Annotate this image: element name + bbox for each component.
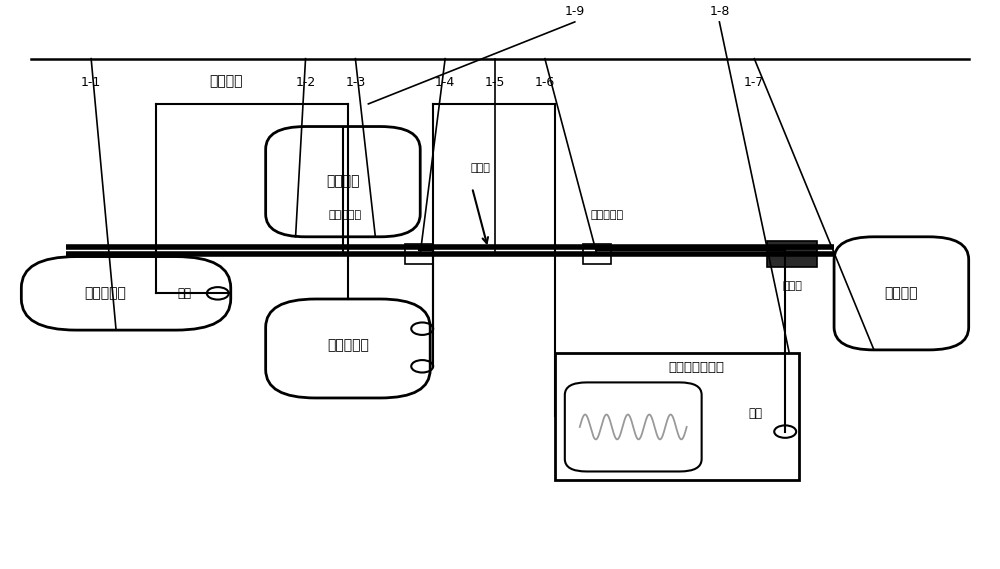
Text: 压电陶瓷片: 压电陶瓷片 [329, 210, 362, 220]
FancyBboxPatch shape [834, 237, 969, 350]
Text: 1-9: 1-9 [565, 5, 585, 18]
FancyBboxPatch shape [266, 126, 420, 237]
Text: 1-8: 1-8 [709, 5, 730, 18]
Text: 功率放大器: 功率放大器 [327, 339, 369, 353]
Bar [405, 244, 433, 264]
FancyBboxPatch shape [266, 299, 430, 398]
Bar [555, 353, 799, 480]
Text: 超声信号: 超声信号 [209, 75, 243, 88]
Text: 微裂纹: 微裂纹 [470, 163, 490, 174]
Text: 1-1: 1-1 [81, 76, 101, 89]
Text: 1-6: 1-6 [535, 76, 555, 89]
Text: 信号发生器: 信号发生器 [84, 286, 126, 300]
Text: 压电陶瓷片: 压电陶瓷片 [590, 210, 623, 220]
Text: 1-4: 1-4 [435, 76, 455, 89]
Text: 信号记录分析仪: 信号记录分析仪 [669, 361, 725, 374]
Text: 永磁铁: 永磁铁 [782, 281, 802, 291]
Text: 1-3: 1-3 [345, 76, 366, 89]
FancyBboxPatch shape [21, 257, 231, 330]
Bar [767, 241, 817, 267]
Text: 1-7: 1-7 [744, 76, 764, 89]
Text: 通道: 通道 [178, 287, 192, 300]
Text: 低频振源: 低频振源 [326, 175, 360, 189]
Text: 1-5: 1-5 [485, 76, 505, 89]
Text: 通道: 通道 [748, 407, 762, 420]
Text: 磁铁系统: 磁铁系统 [885, 286, 918, 300]
Bar [583, 244, 611, 264]
FancyBboxPatch shape [565, 382, 702, 472]
Text: 1-2: 1-2 [295, 76, 316, 89]
